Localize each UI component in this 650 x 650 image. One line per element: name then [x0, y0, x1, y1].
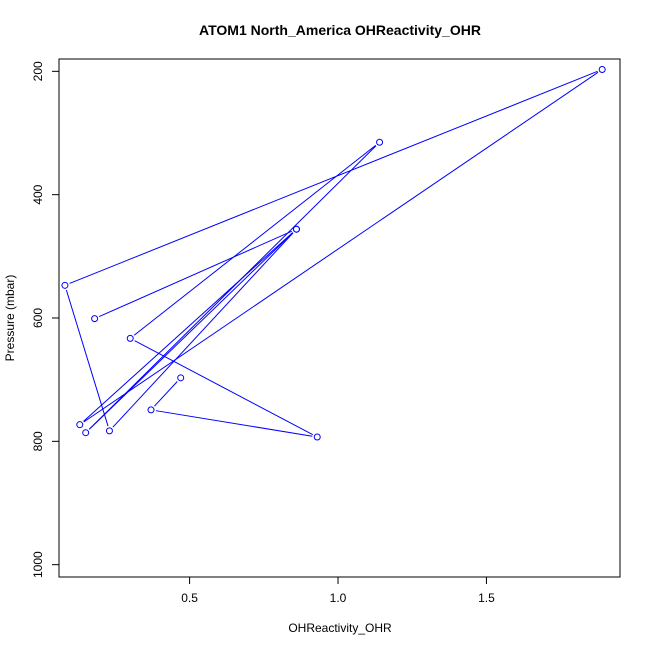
x-tick-label: 1.0 — [330, 591, 347, 605]
chart-title: ATOM1 North_America OHReactivity_OHR — [199, 22, 481, 38]
data-point — [376, 138, 384, 146]
data-point — [126, 334, 134, 342]
data-point — [147, 406, 155, 414]
x-tick-label: 0.5 — [181, 591, 198, 605]
x-axis-label: OHReactivity_OHR — [288, 621, 392, 635]
series-layer — [61, 65, 606, 441]
data-point — [91, 315, 99, 323]
series-line-segment — [83, 232, 294, 422]
y-tick-label: 400 — [31, 184, 45, 204]
data-point — [105, 427, 113, 435]
x-axis: 0.5 1.0 1.5 — [181, 576, 495, 605]
series-line-segment — [65, 289, 109, 427]
series-line-segment — [98, 230, 293, 318]
y-tick-label: 800 — [31, 431, 45, 451]
y-tick-label: 600 — [31, 308, 45, 328]
series-line-segment — [69, 70, 598, 284]
y-axis-label: Pressure (mbar) — [3, 275, 17, 362]
y-tick-label: 1000 — [31, 551, 45, 578]
data-point — [598, 65, 606, 73]
data-point — [313, 433, 321, 441]
data-point — [292, 225, 300, 233]
data-point — [76, 421, 84, 429]
data-point — [61, 281, 69, 289]
data-point — [177, 374, 185, 382]
data-point — [82, 429, 90, 437]
y-tick-label: 200 — [31, 61, 45, 81]
y-axis: 200 400 600 800 1000 — [31, 61, 60, 578]
series-line-segment — [88, 232, 294, 430]
series-line-segment — [154, 381, 178, 407]
series-line-segment — [88, 145, 377, 430]
x-tick-label: 1.5 — [478, 591, 495, 605]
series-line-segment — [83, 71, 599, 423]
series-line-segment — [112, 232, 294, 428]
series-line-segment — [155, 410, 313, 437]
